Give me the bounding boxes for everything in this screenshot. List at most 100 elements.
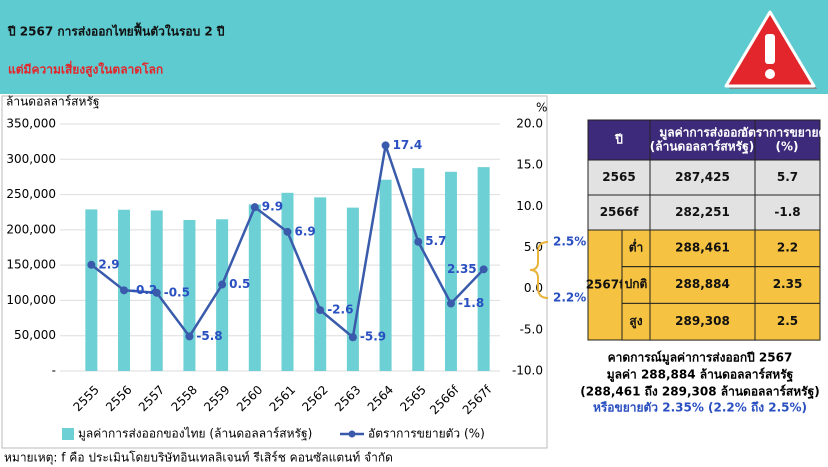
chart-frame [1, 95, 548, 449]
table-text: 288,884 [675, 277, 730, 291]
table-cell [754, 159, 821, 196]
y-tick-label: 200,000 [6, 222, 56, 236]
data-label: -5.9 [360, 330, 386, 344]
bar [346, 207, 359, 371]
table-cell [754, 229, 821, 268]
table-cell [621, 302, 651, 341]
table-header: อัตราการขยายตัว [741, 126, 828, 140]
table-header: (%) [776, 140, 799, 154]
table-text: 2565 [602, 170, 635, 184]
summary: หรือขยายตัว 2.35% (2.2% ถึง 2.5%) [593, 401, 807, 415]
data-label: -0.5 [164, 285, 190, 299]
footnote: หมายเหตุ: f คือ ประเมินโดยบริษัทอินเทลลิ… [4, 451, 393, 466]
bar [412, 168, 425, 371]
table-text: 2.35 [773, 277, 803, 291]
data-label: -0.2 [131, 283, 157, 297]
legend-label: อัตราการขยายตัว (%) [368, 427, 485, 441]
header-band [0, 0, 828, 94]
warning-icon [724, 10, 817, 89]
data-label: -5.8 [196, 329, 222, 343]
marker [414, 237, 423, 246]
annotation: 2.5% [553, 235, 586, 249]
table-text: 289,308 [675, 314, 730, 328]
range-bracket [529, 241, 549, 299]
data-label: 2.9 [98, 257, 119, 271]
y-axis-label: ล้านดอลลาร์สหรัฐ [6, 95, 100, 109]
table-text: -1.8 [774, 205, 800, 219]
data-label: -2.6 [327, 303, 353, 317]
y2-tick-label: 5.0 [524, 240, 543, 254]
bar [248, 204, 261, 371]
data-label: -1.8 [458, 296, 484, 310]
summary: มูลค่า 288,884 ล้านดอลลาร์สหรัฐ [607, 368, 794, 383]
subtitle: แต่มีความเสี่ยงสูงในตลาดโลก [8, 61, 163, 78]
y2-tick-label: -5.0 [520, 322, 543, 336]
table-text: 288,461 [675, 241, 730, 255]
summary: (288,461 ถึง 289,308 ล้านดอลลาร์สหรัฐ) [580, 385, 819, 400]
y-tick-label: 350,000 [6, 117, 56, 131]
marker [316, 306, 325, 315]
y-tick-label: 50,000 [14, 328, 56, 342]
table-header: ปี [615, 133, 624, 147]
legend-swatch [62, 428, 74, 440]
marker [381, 141, 390, 150]
table-text: ปกติ [625, 277, 648, 291]
summary: คาดการณ์มูลค่าการส่งออกปี 2567 [608, 351, 793, 366]
data-label: 9.9 [262, 200, 283, 214]
y2-tick-label: -10.0 [512, 364, 543, 378]
y-tick-label: 100,000 [6, 293, 56, 307]
marker [87, 260, 96, 269]
marker [120, 286, 129, 295]
title: ปี 2567 การส่งออกไทยฟื้นตัวในรอบ 2 ปี [7, 22, 224, 39]
table-cell [649, 266, 756, 304]
marker [152, 288, 161, 297]
bar [216, 219, 229, 371]
marker [446, 299, 455, 308]
table-cell [649, 302, 756, 341]
y2-tick-label: 20.0 [516, 117, 543, 131]
legend-swatch [348, 430, 356, 438]
y-tick-label: 300,000 [6, 152, 56, 166]
legend-label: มูลค่าการส่งออกของไทย (ล้านดอลลาร์สหรัฐ) [78, 427, 312, 442]
table-cell [754, 119, 821, 161]
y2-tick-label: 15.0 [516, 158, 543, 172]
data-label: 0.5 [229, 277, 250, 291]
table-cell [754, 194, 821, 231]
table-text: 287,425 [675, 170, 730, 184]
y-tick-label: - [52, 364, 56, 378]
marker [348, 333, 357, 342]
data-label: 2.35 [447, 262, 477, 276]
marker [479, 265, 488, 274]
table-header: มูลค่าการส่งออก [659, 126, 744, 141]
table-text: 2.5 [777, 314, 798, 328]
data-label: 5.7 [425, 234, 446, 248]
table-cell [754, 266, 821, 304]
y2-tick-label: 10.0 [516, 199, 543, 213]
bar [314, 197, 327, 371]
table-text: 2.2 [777, 241, 798, 255]
table-text: 5.7 [777, 170, 798, 184]
table-text: ต่ำ [629, 239, 644, 255]
bar [85, 209, 98, 371]
data-label: 6.9 [295, 224, 316, 238]
table-cell [649, 194, 756, 231]
table-cell [754, 302, 821, 341]
table-cell [649, 119, 756, 161]
y-tick-label: 150,000 [6, 258, 56, 272]
marker [250, 203, 259, 212]
marker [185, 332, 194, 341]
table-text: สูง [629, 314, 642, 329]
table-text: 282,251 [675, 205, 730, 219]
table-header: (ล้านดอลลาร์สหรัฐ) [650, 140, 754, 155]
annotation: 2.2% [553, 291, 586, 305]
marker [218, 280, 227, 289]
bar [379, 179, 392, 371]
y2-axis-label: % [536, 101, 547, 115]
y-tick-label: 250,000 [6, 187, 56, 201]
table-cell [649, 229, 756, 268]
bar [444, 171, 457, 371]
table-text: 2567f [586, 278, 625, 292]
data-label: 17.4 [393, 138, 423, 152]
table-text: 2566f [600, 205, 639, 219]
